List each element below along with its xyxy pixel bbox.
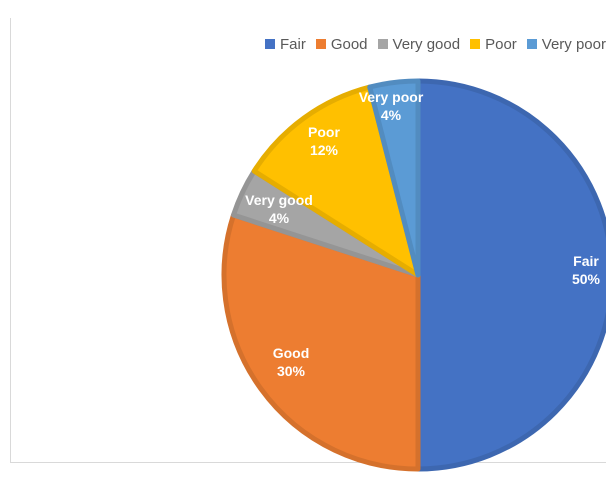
data-label-very-poor: Very poor 4% bbox=[359, 89, 424, 123]
chart-legend: Fair Good Very good Poor Very poor bbox=[264, 35, 606, 53]
legend-label-poor: Poor bbox=[485, 35, 517, 53]
legend-label-fair: Fair bbox=[279, 35, 306, 53]
data-label-category: Poor bbox=[308, 124, 340, 140]
data-label-percent: 4% bbox=[381, 107, 402, 123]
legend-swatch-good bbox=[315, 39, 326, 49]
legend-swatch-poor bbox=[470, 39, 481, 49]
data-label-fair: Fair 50% bbox=[572, 253, 601, 287]
legend-label-very-good: Very good bbox=[392, 35, 461, 53]
legend-item-very-poor: Very poor bbox=[526, 35, 606, 53]
legend-label-good: Good bbox=[330, 35, 368, 53]
legend-swatch-very-good bbox=[377, 39, 388, 49]
data-label-good: Good 30% bbox=[273, 345, 310, 379]
legend-item-poor: Poor bbox=[470, 36, 517, 53]
data-label-percent: 12% bbox=[310, 142, 339, 158]
data-label-category: Fair bbox=[573, 253, 599, 269]
data-label-category: Good bbox=[273, 345, 310, 361]
data-label-very-good: Very good 4% bbox=[245, 192, 313, 226]
data-label-percent: 30% bbox=[277, 363, 306, 379]
data-label-percent: 50% bbox=[572, 271, 601, 287]
chart-frame bbox=[10, 18, 606, 463]
legend-label-very-poor: Very poor bbox=[541, 35, 606, 53]
data-label-category: Very good bbox=[245, 192, 313, 208]
legend-item-very-good: Very good bbox=[377, 35, 461, 53]
pie-slice-very-poor bbox=[367, 78, 421, 278]
data-label-poor: Poor 12% bbox=[308, 124, 340, 158]
pie-slice-fair bbox=[415, 78, 606, 472]
legend-swatch-fair bbox=[264, 39, 275, 49]
data-label-category: Very poor bbox=[359, 89, 424, 105]
legend-item-good: Good bbox=[315, 35, 368, 53]
data-label-percent: 4% bbox=[269, 210, 290, 226]
pie-slice-good bbox=[221, 212, 421, 472]
legend-swatch-very-poor bbox=[526, 39, 537, 49]
pie-slice-poor bbox=[251, 84, 421, 278]
legend-item-fair: Fair bbox=[264, 35, 306, 53]
